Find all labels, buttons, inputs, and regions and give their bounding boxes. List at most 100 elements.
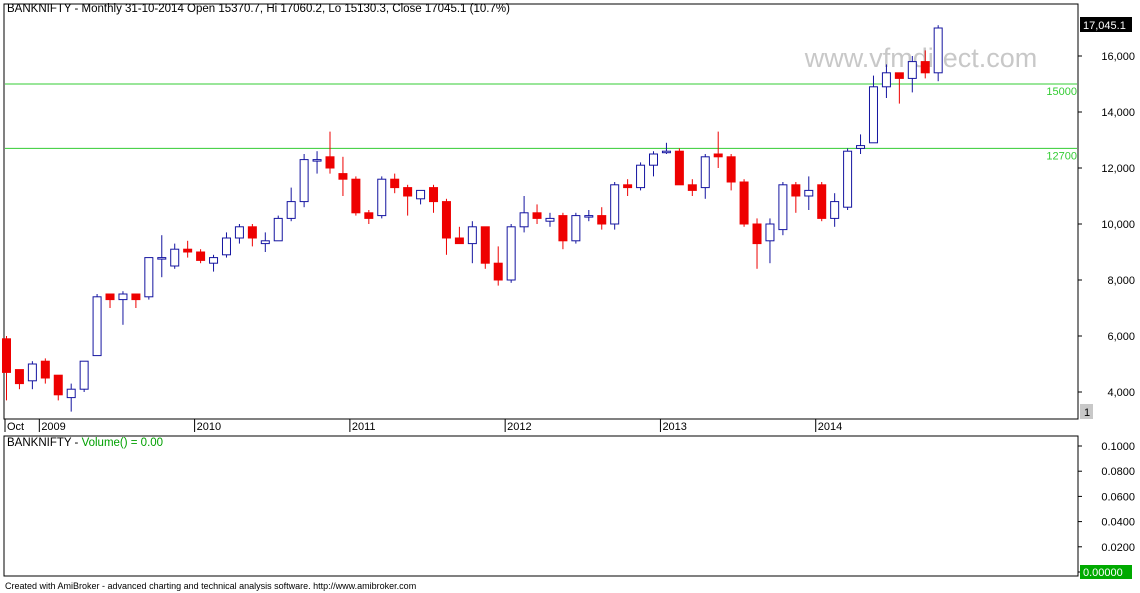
candle-body: [441, 201, 451, 239]
candle-body: [66, 388, 76, 399]
candle: [661, 142, 671, 154]
candle-body: [480, 226, 490, 264]
candle: [752, 218, 762, 269]
candle-body: [234, 226, 244, 239]
volume-y-axis: 0.0200 0.0400 0.0600 0.0800 0.1000: [1078, 441, 1135, 573]
candle-body: [493, 262, 503, 281]
candle-body: [144, 257, 154, 298]
candle-body: [519, 212, 529, 228]
candle-body: [131, 293, 141, 301]
candle: [933, 25, 943, 82]
x-tick-label: Oct: [7, 421, 24, 433]
candle-body: [312, 159, 322, 162]
last-price-tag: 17,045.1: [1083, 20, 1126, 32]
volume-tick-label: 0.0200: [1101, 542, 1135, 554]
candle: [571, 212, 581, 244]
candle: [118, 291, 128, 325]
footer-credit: Created with AmiBroker - advanced charti…: [5, 581, 416, 591]
price-y-axis: 4,000 6,000 8,000 10,000 12,000 14,000 16,000: [1078, 51, 1135, 399]
horizontal-lines: 15000 12700: [5, 83, 1077, 162]
hline-label: 15000: [1046, 86, 1077, 98]
candle-body: [868, 86, 878, 144]
candle-body: [700, 156, 710, 189]
candle-body: [804, 189, 814, 197]
candle: [79, 360, 89, 392]
candle-body: [713, 153, 723, 158]
candle: [416, 189, 426, 205]
candle-body: [79, 360, 89, 390]
candle-body: [286, 201, 296, 219]
candle-body: [390, 178, 400, 189]
y-tick-label: 12,000: [1101, 163, 1135, 175]
candle: [221, 232, 231, 258]
candle: [27, 361, 37, 390]
candle: [351, 176, 361, 216]
candle-body: [856, 145, 866, 149]
candle: [467, 221, 477, 264]
candle-body: [260, 240, 270, 245]
candle: [144, 257, 154, 300]
chart-title: BANKNIFTY - Monthly 31-10-2014 Open 1537…: [7, 3, 510, 15]
candle-body: [377, 178, 387, 217]
candle: [196, 249, 206, 264]
candle-body: [196, 251, 206, 261]
pane-badge: 1: [1084, 407, 1090, 419]
candle: [312, 151, 322, 174]
candle-body: [649, 153, 658, 166]
candle: [53, 374, 63, 401]
candle: [40, 358, 50, 384]
candle-body: [687, 184, 697, 191]
candle-body: [454, 237, 464, 245]
candle: [894, 72, 904, 104]
candle-body: [221, 237, 231, 256]
candle-body: [571, 215, 581, 242]
candle: [325, 131, 335, 174]
volume-title: BANKNIFTY - Volume() = 0.00: [7, 437, 163, 449]
last-price-tag-bg: [1080, 17, 1132, 32]
candle-body: [726, 156, 736, 183]
candle: [429, 184, 439, 213]
candle: [377, 176, 387, 219]
candle-body: [14, 369, 24, 385]
x-tick-label: 2011: [352, 421, 376, 433]
volume-tick-label: 0.0400: [1101, 517, 1135, 529]
candle-body: [506, 226, 516, 281]
candle: [273, 215, 283, 242]
candle: [610, 182, 620, 230]
candle-body: [636, 164, 646, 189]
candle: [183, 240, 193, 258]
candle: [687, 179, 697, 196]
volume-pane-frame: [3, 435, 1079, 577]
candle-body: [933, 27, 943, 74]
candle-body: [403, 187, 413, 197]
candle-body: [791, 184, 801, 197]
candle-body: [105, 293, 115, 301]
candle: [584, 210, 594, 222]
candle-body: [209, 257, 219, 264]
candle-body: [610, 184, 620, 225]
y-tick-label: 16,000: [1101, 51, 1135, 63]
candle-body: [545, 217, 555, 222]
candle: [700, 154, 710, 199]
candle-body: [597, 215, 607, 225]
candle: [674, 148, 684, 186]
candle-body: [157, 257, 167, 260]
candle: [299, 154, 309, 208]
volume-tick-label: 0.0600: [1101, 491, 1135, 503]
candle: [726, 154, 736, 191]
candle: [390, 173, 400, 194]
candle: [558, 212, 568, 250]
volume-value-tag: 0.00000: [1083, 567, 1123, 579]
candle: [2, 336, 11, 401]
candle: [739, 179, 749, 227]
candle: [545, 212, 555, 227]
candle-body: [53, 374, 63, 396]
candle: [260, 232, 270, 252]
candle: [713, 131, 723, 168]
candle-body: [843, 150, 853, 208]
candle-body: [920, 61, 930, 74]
candle-body: [467, 226, 477, 245]
x-tick-label: 2009: [41, 421, 65, 433]
candle: [66, 383, 76, 412]
x-tick-label: 2012: [507, 421, 531, 433]
